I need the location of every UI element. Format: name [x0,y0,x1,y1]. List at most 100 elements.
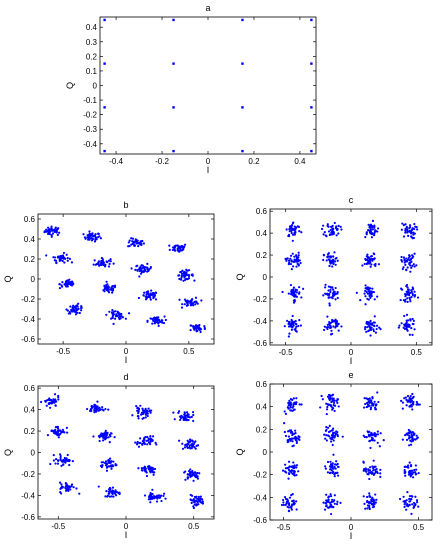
scatter-point [179,278,183,281]
scatter-point [187,413,190,416]
scatter-point [110,467,113,470]
scatter-point [147,441,151,444]
scatter-point [62,463,65,466]
scatter-point [292,473,295,476]
scatter-point [336,435,339,438]
scatter-point [44,400,47,403]
scatter-point [146,320,149,323]
scatter-point [88,232,91,235]
scatter-point [186,269,189,272]
scatter-point [293,255,296,258]
scatter-point [408,494,412,498]
scatter-point [335,502,339,506]
scatter-point [329,460,332,463]
scatter-point [96,400,99,403]
y-tick-label: 0 [263,273,268,282]
scatter-point [285,259,288,262]
scatter-point [376,430,379,433]
scatter-point [184,443,187,447]
y-tick-label: -0.2 [253,471,267,480]
scatter-point [411,227,414,230]
cluster [363,315,382,337]
y-tick-label: -0.6 [253,339,267,348]
scatter-point [410,472,414,475]
scatter-point [293,229,296,232]
scatter-point [200,299,203,302]
constellation-point [310,18,313,22]
scatter-point [404,229,407,232]
scatter-point [54,226,57,229]
scatter-point [290,267,293,271]
scatter-point [141,407,144,410]
scatter-point [106,431,109,434]
scatter-point [403,505,406,508]
scatter-point [412,505,416,509]
y-tick-label: -0.6 [21,335,35,344]
scatter-point [52,459,56,462]
scatter-point [371,439,374,442]
scatter-point [326,405,329,409]
scatter-point [113,286,117,289]
scatter-point [190,415,193,418]
scatter-point [143,268,146,272]
scatter-point [291,440,294,443]
scatter-point [179,418,182,422]
scatter-point [289,439,292,442]
scatter-point [364,289,367,293]
scatter-point [151,322,154,325]
scatter-point [404,434,407,437]
scatter-point [118,491,121,494]
scatter-point [112,460,115,463]
scatter-point [196,501,199,504]
scatter-point [53,429,56,432]
scatter-point [335,430,338,433]
scatter-point [334,318,337,321]
scatter-point [406,228,409,231]
scatter-point [117,312,120,315]
scatter-point [295,397,298,400]
scatter-point [291,326,294,329]
scatter-point [187,300,191,303]
scatter-point [373,232,376,235]
scatter-point [294,327,297,330]
scatter-point [46,434,50,437]
scatter-point [76,311,79,314]
scatter-point [151,492,154,496]
scatter-point [417,505,420,508]
scatter-point [403,314,406,318]
scatter-point [368,469,372,472]
cluster [319,393,340,416]
scatter-point [368,322,371,326]
scatter-point [400,255,403,259]
scatter-point [93,259,96,262]
scatter-point [366,500,369,504]
scatter-point [370,436,373,439]
scatter-point [408,298,412,301]
y-tick-label: -0.4 [21,315,35,324]
scatter-point [322,501,325,504]
scatter-point [325,439,328,442]
scatter-point [400,322,403,325]
scatter-point [382,439,385,442]
scatter-point [150,467,153,470]
scatter-point [141,266,144,270]
scatter-point [119,313,122,316]
scatter-point [140,413,143,416]
x-axis-label: I [125,355,128,365]
scatter-point [105,465,109,469]
scatter-point [364,507,367,510]
scatter-point [336,401,339,404]
scatter-point [372,404,375,407]
x-tick-label: 0 [206,157,211,166]
scatter-point [104,464,108,467]
scatter-point [323,325,326,328]
scatter-point [90,239,94,242]
scatter-point [162,321,166,325]
scatter-point [370,236,374,239]
scatter-point [368,326,372,329]
cluster [137,464,157,478]
scatter-point [410,399,414,403]
scatter-point [141,443,144,446]
scatter-point [335,460,338,463]
scatter-point [56,233,59,237]
